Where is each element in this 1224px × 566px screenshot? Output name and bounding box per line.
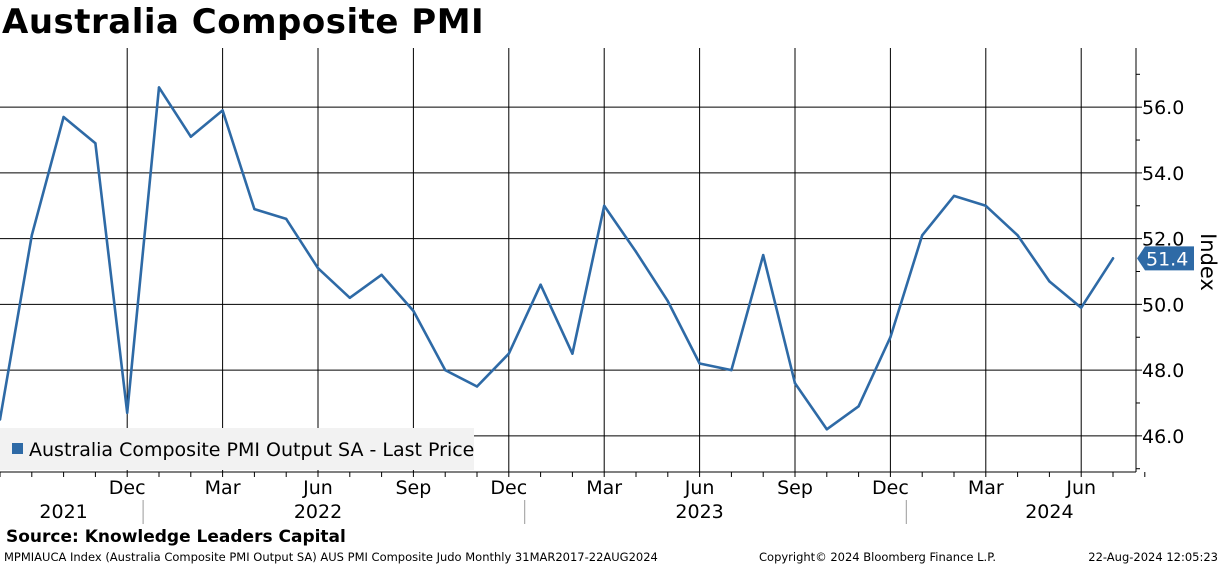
data-point — [30, 234, 33, 237]
y-tick-label: 50.0 — [1142, 294, 1184, 316]
data-point — [698, 362, 701, 365]
grid-layer — [0, 48, 1136, 472]
legend-label: Australia Composite PMI Output SA - Last… — [29, 439, 474, 461]
y-tick-label: 54.0 — [1142, 163, 1184, 185]
footer-ticker-info: MPMIAUCA Index (Australia Composite PMI … — [4, 550, 658, 564]
y-tick-label: 48.0 — [1142, 360, 1184, 382]
data-point — [1111, 257, 1115, 260]
x-month-label: Dec — [109, 477, 146, 499]
x-month-label: Mar — [586, 477, 622, 499]
y-tick-label: 56.0 — [1142, 97, 1184, 119]
data-point — [94, 142, 97, 145]
data-point — [0, 418, 2, 421]
data-point — [889, 336, 892, 339]
y-tick-label: 46.0 — [1142, 426, 1184, 448]
x-month-label: Sep — [777, 477, 813, 499]
badge-layer: 51.4 — [1137, 246, 1194, 271]
data-point — [221, 109, 224, 112]
data-point — [507, 352, 510, 355]
legend-swatch — [12, 443, 23, 454]
x-year-label: 2021 — [39, 501, 87, 523]
data-point — [380, 273, 383, 276]
x-year-label: 2022 — [294, 501, 342, 523]
data-point — [1016, 234, 1019, 237]
data-point — [571, 352, 574, 355]
series-layer — [0, 86, 1115, 431]
data-point — [762, 253, 765, 257]
source-label: Source: Knowledge Leaders Capital — [6, 527, 346, 547]
data-point — [730, 368, 733, 372]
x-month-label: Jun — [302, 477, 333, 499]
data-point — [444, 368, 447, 372]
y-tick-label: 52.0 — [1142, 229, 1184, 251]
data-point — [666, 299, 669, 303]
data-point — [475, 385, 479, 388]
y-axis-title: Index — [1196, 233, 1220, 291]
last-value-label: 51.4 — [1146, 248, 1188, 270]
footer-timestamp: 22-Aug-2024 12:05:23 — [1088, 550, 1218, 564]
data-point — [316, 267, 320, 270]
data-point — [126, 411, 129, 415]
data-point — [921, 234, 924, 237]
data-point — [952, 194, 956, 198]
x-month-label: Jun — [684, 477, 715, 499]
legend-layer: Australia Composite PMI Output SA - Last… — [0, 428, 474, 470]
data-point — [793, 382, 797, 385]
last-value-badge — [1137, 246, 1194, 271]
axis-layer: 46.0 48.0 50.0 52.0 54.0 56.0 Dec Mar Jun Sep Dec M… — [0, 48, 1220, 524]
x-month-label: Sep — [395, 477, 431, 499]
x-month-label: Jun — [1065, 477, 1096, 499]
data-point — [825, 428, 828, 431]
x-month-label: Dec — [872, 477, 909, 499]
x-year-label: 2024 — [1025, 501, 1073, 523]
data-point — [348, 296, 351, 299]
data-point — [539, 283, 542, 286]
data-point — [189, 135, 192, 138]
x-month-label: Mar — [968, 477, 1004, 499]
data-point — [62, 115, 65, 119]
data-point — [412, 309, 415, 313]
data-point — [857, 405, 860, 408]
chart-title: Australia Composite PMI — [2, 2, 485, 42]
data-point — [1048, 280, 1051, 283]
data-point — [157, 86, 161, 89]
data-point — [634, 250, 638, 253]
data-point — [1080, 306, 1083, 309]
series-line — [0, 86, 1115, 431]
data-point — [984, 204, 987, 207]
data-point — [253, 207, 256, 211]
x-month-label: Mar — [205, 477, 241, 499]
legend-box — [0, 428, 474, 470]
footer-copyright: Copyright© 2024 Bloomberg Finance L.P. — [759, 550, 996, 564]
data-point — [603, 204, 606, 207]
data-point — [285, 217, 288, 221]
x-month-label: Dec — [490, 477, 527, 499]
x-year-label: 2023 — [675, 501, 723, 523]
